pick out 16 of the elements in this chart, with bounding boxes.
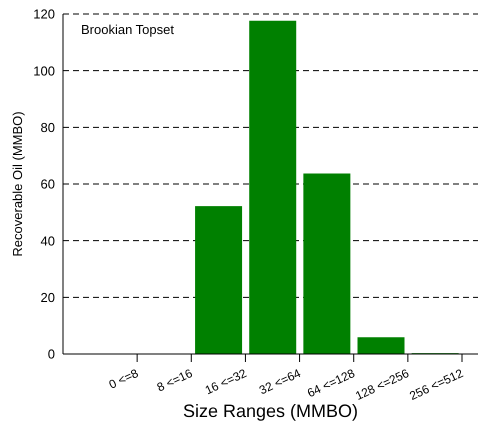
y-tick-label: 40	[40, 233, 55, 248]
y-tick-label: 20	[40, 290, 55, 305]
x-axis-title: Size Ranges (MMBO)	[182, 401, 358, 421]
x-tick-label: 32 <=64	[257, 366, 304, 398]
x-tick-label: 256 <=512	[407, 366, 466, 403]
y-tick-label: 0	[48, 346, 55, 362]
y-tick-label: 120	[33, 6, 55, 22]
text: Brookian Topset	[81, 22, 174, 37]
y-tick-label: 80	[40, 120, 55, 135]
y-axis-title: Recoverable Oil (MMBO)	[10, 111, 25, 257]
x-tick-label: 8 <=16	[154, 366, 195, 395]
y-tick-label: 60	[40, 176, 55, 192]
x-tick-label: 64 <=128	[305, 366, 358, 400]
x-tick-label: 16 <=32	[202, 366, 249, 398]
y-tick-label: 100	[33, 63, 55, 78]
x-tick-label: 0 <=8	[106, 366, 141, 392]
